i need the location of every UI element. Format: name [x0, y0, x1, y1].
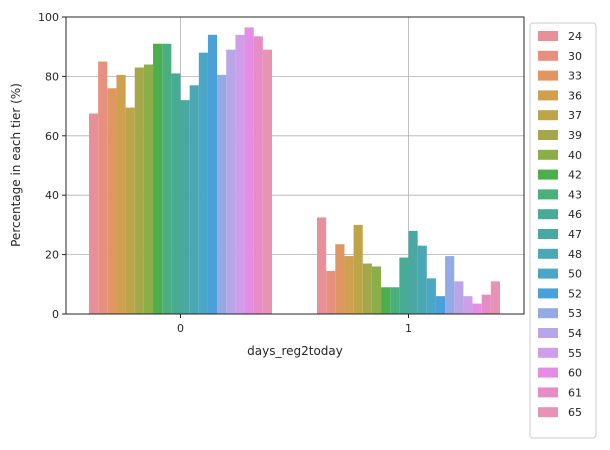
- legend-swatch-54: [538, 328, 558, 338]
- bars: [89, 27, 500, 315]
- bar-40-1: [371, 266, 382, 314]
- legend-label-42: 42: [568, 169, 582, 182]
- legend-label-30: 30: [568, 50, 582, 63]
- legend: 24 30 33 36 37 39 40 42 43 46 47 48 50 52 53 54 55 60 61 65: [529, 22, 597, 439]
- bar-53-1: [445, 256, 455, 314]
- bar-48-0: [189, 85, 199, 314]
- legend-label-33: 33: [568, 70, 582, 83]
- y-tick-label: 80: [45, 70, 59, 83]
- bar-42-1: [381, 287, 391, 314]
- bar-37-0: [125, 107, 135, 315]
- legend-label-47: 47: [568, 228, 582, 241]
- bar-54-0: [226, 49, 236, 315]
- bar-36-1: [344, 256, 354, 314]
- legend-label-65: 65: [568, 406, 582, 419]
- bar-33-0: [107, 88, 117, 314]
- x-tick-label: 1: [405, 322, 412, 335]
- legend-label-37: 37: [568, 109, 582, 122]
- bar-54-1: [454, 281, 464, 314]
- legend-label-61: 61: [568, 386, 582, 399]
- bar-40-0: [143, 64, 154, 315]
- legend-swatch-42: [538, 169, 558, 180]
- bar-36-0: [116, 74, 126, 314]
- y-tick-label: 100: [38, 11, 59, 24]
- legend-swatch-39: [538, 130, 558, 140]
- bar-47-0: [180, 100, 190, 314]
- legend-swatch-24: [538, 31, 558, 41]
- bar-53-0: [217, 74, 227, 314]
- legend-swatch-47: [538, 229, 558, 239]
- bar-42-0: [153, 43, 163, 314]
- legend-swatch-30: [538, 50, 558, 61]
- legend-label-39: 39: [568, 129, 582, 142]
- legend-label-48: 48: [568, 248, 582, 261]
- bar-55-1: [463, 296, 473, 314]
- legend-swatch-65: [538, 407, 558, 418]
- bar-39-0: [134, 67, 144, 315]
- legend-label-40: 40: [568, 149, 582, 162]
- legend-swatch-36: [538, 90, 558, 101]
- y-tick-label: 60: [45, 130, 59, 143]
- bar-61-1: [481, 294, 491, 314]
- legend-swatch-53: [538, 308, 558, 319]
- bar-47-1: [408, 230, 418, 314]
- bar-37-1: [353, 224, 363, 314]
- legend-label-24: 24: [568, 30, 582, 43]
- bar-39-1: [362, 263, 372, 314]
- bar-30-0: [98, 61, 108, 314]
- bar-48-1: [417, 245, 427, 314]
- legend-swatch-60: [538, 367, 558, 378]
- bar-43-1: [390, 287, 400, 314]
- bar-65-1: [490, 281, 500, 314]
- legend-swatch-61: [538, 387, 558, 398]
- bar-43-0: [162, 43, 172, 314]
- legend-label-43: 43: [568, 188, 582, 201]
- legend-label-55: 55: [568, 347, 582, 360]
- legend-label-53: 53: [568, 307, 582, 320]
- y-tick-label: 20: [45, 249, 59, 262]
- legend-label-46: 46: [568, 208, 582, 221]
- bar-50-0: [198, 52, 208, 314]
- bar-60-0: [244, 27, 254, 315]
- legend-label-54: 54: [568, 327, 582, 340]
- x-axis-label: days_reg2today: [247, 344, 343, 358]
- y-tick-label: 0: [52, 308, 59, 321]
- y-tick-label: 40: [45, 189, 59, 202]
- legend-swatch-43: [538, 189, 558, 200]
- legend-label-36: 36: [568, 89, 582, 102]
- bar-60-1: [472, 303, 482, 314]
- bar-50-1: [426, 278, 436, 314]
- bar-65-0: [262, 49, 272, 315]
- bar-30-1: [326, 270, 336, 314]
- x-tick-label: 0: [177, 322, 184, 335]
- plot-frame: [65, 16, 525, 315]
- y-axis: 0 20 40 60 80 100: [38, 11, 66, 321]
- y-axis-label: Percentage in each tier (%): [9, 83, 23, 247]
- bar-52-0: [207, 34, 218, 314]
- bar-52-1: [435, 296, 446, 314]
- bar-24-1: [317, 217, 327, 314]
- bar-61-0: [253, 36, 263, 315]
- legend-label-50: 50: [568, 268, 582, 281]
- legend-swatch-50: [538, 268, 558, 279]
- bar-24-0: [89, 113, 99, 315]
- legend-swatch-40: [538, 149, 558, 160]
- legend-label-60: 60: [568, 367, 582, 380]
- bar-55-0: [235, 34, 245, 314]
- legend-swatch-48: [538, 248, 558, 259]
- bar-46-1: [399, 257, 409, 314]
- legend-swatch-52: [538, 288, 558, 299]
- legend-swatch-46: [538, 209, 558, 220]
- bar-33-1: [335, 244, 345, 314]
- bar-46-0: [171, 73, 181, 315]
- legend-swatch-55: [538, 347, 558, 358]
- legend-swatch-37: [538, 110, 558, 121]
- legend-swatch-33: [538, 70, 558, 81]
- legend-label-52: 52: [568, 287, 582, 300]
